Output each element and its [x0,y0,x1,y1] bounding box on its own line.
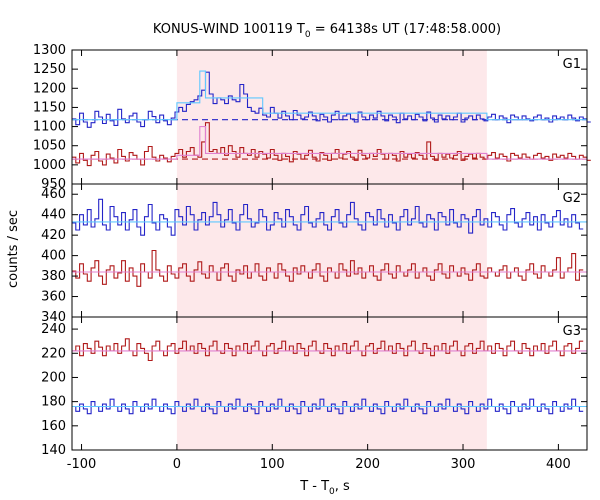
plot-area: 9501000105011001150120012501300G13403603… [33,43,591,472]
g2-series-0 [72,198,584,236]
g3-panel-label: G3 [563,324,581,339]
g1-ytick-label: 1050 [33,139,66,154]
g1-series-0 [72,71,591,128]
g3-ytick-label: 220 [41,346,66,361]
xtick-label: 300 [451,457,476,472]
g3-ytick-label: 140 [41,443,66,458]
xtick-label: 0 [173,457,181,472]
g1-ytick-label: 1300 [33,43,66,58]
g2-ytick-label: 340 [41,310,66,325]
g1-panel-label: G1 [563,57,581,72]
g1-series-2 [72,70,587,121]
g3-ytick-label: 160 [41,419,66,434]
g1-ytick-label: 950 [41,177,66,192]
xtick-label: 100 [260,457,285,472]
xtick-label: -100 [67,457,97,472]
g3-ytick-label: 200 [41,370,66,385]
g2-ytick-label: 400 [41,249,66,264]
xtick-label: 200 [355,457,380,472]
g2-ytick-label: 360 [41,290,66,305]
g1-ytick-label: 1150 [33,100,66,115]
g3-series-0 [72,338,584,362]
g1-series-5 [72,126,587,160]
xtick-label: 400 [546,457,571,472]
chart-title: KONUS-WIND 100119 T0 = 64138s UT (17:48:… [153,22,501,40]
g1-ytick-label: 1100 [33,120,66,135]
g2-ytick-label: 460 [41,187,66,202]
x-axis-label: T - T0, s [299,479,350,497]
g3-ytick-label: 180 [41,395,66,410]
g1-ytick-label: 1000 [33,158,66,173]
g3-frame [71,316,588,451]
g2-ytick-label: 440 [41,208,66,223]
g2-panel-label: G2 [563,191,581,206]
g2-ytick-label: 420 [41,228,66,243]
shaded-interval [176,50,487,450]
g2-series-2 [72,249,584,287]
g1-ytick-label: 1200 [33,81,66,96]
g3-ytick-label: 240 [41,322,66,337]
g1-ytick-label: 1250 [33,62,66,77]
g1-series-3 [72,122,591,167]
y-axis-label: counts / sec [6,210,21,288]
g2-ytick-label: 380 [41,269,66,284]
